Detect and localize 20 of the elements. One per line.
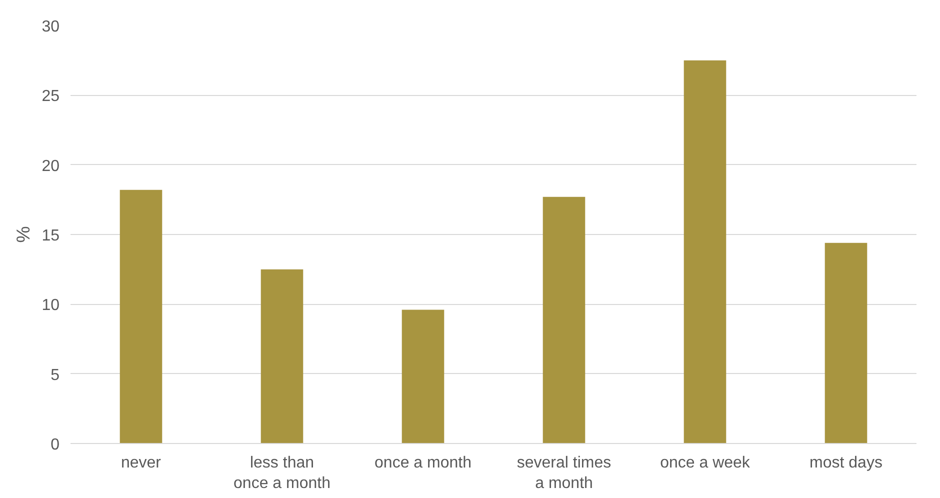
x-tick-label: once a week [660, 454, 751, 472]
x-tick-label: once a month [374, 454, 472, 472]
x-tick-label: most days [810, 454, 882, 472]
x-tick-label: less than once a month [234, 454, 330, 492]
y-tick-label: 20 [42, 158, 60, 175]
y-tick-label: 25 [42, 88, 60, 106]
y-tick-label: 30 [42, 18, 60, 36]
bar [824, 242, 868, 444]
bar [260, 269, 304, 444]
bar [684, 60, 726, 444]
y-tick-label: 15 [42, 228, 60, 244]
y-tick-label: 10 [42, 297, 60, 314]
x-tick-label: never [120, 454, 162, 472]
y-tick-label: 0 [50, 436, 60, 454]
x-tick-label: several times a month [516, 454, 612, 492]
bar [542, 196, 586, 444]
y-tick-label: 5 [50, 366, 60, 384]
bar [120, 190, 162, 444]
bar [402, 310, 444, 444]
y-axis-title: % [12, 226, 34, 243]
